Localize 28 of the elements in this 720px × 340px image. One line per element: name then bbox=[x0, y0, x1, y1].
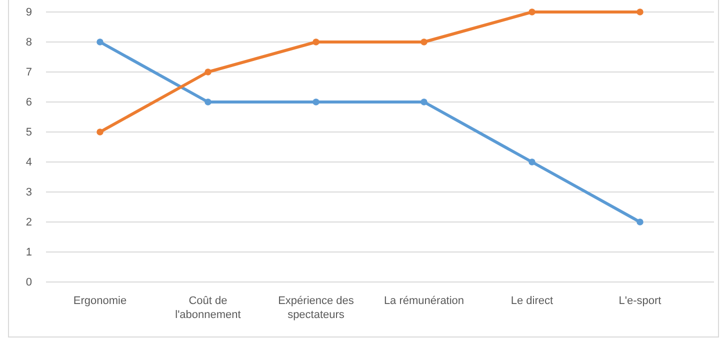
x-tick-label: Ergonomie bbox=[73, 295, 127, 307]
point bbox=[96, 128, 104, 136]
point bbox=[204, 98, 212, 106]
point bbox=[312, 38, 320, 46]
y-tick-label: 9 bbox=[26, 6, 32, 19]
point bbox=[528, 8, 536, 16]
y-tick-label: 2 bbox=[26, 216, 32, 229]
point bbox=[312, 98, 320, 106]
y-tick-label: 4 bbox=[26, 156, 32, 169]
y-tick-label: 0 bbox=[26, 276, 32, 289]
point bbox=[96, 38, 104, 46]
point bbox=[636, 218, 644, 226]
y-tick-label: 8 bbox=[26, 36, 32, 49]
x-tick-label: Coût de l'abonnement bbox=[175, 295, 241, 321]
y-tick-label: 6 bbox=[26, 96, 32, 109]
x-tick-label: L'e-sport bbox=[618, 295, 662, 307]
point bbox=[204, 68, 212, 76]
y-tick-label: 5 bbox=[26, 126, 32, 139]
point bbox=[528, 158, 536, 166]
y-tick-label: 3 bbox=[26, 186, 32, 199]
x-tick-label: La rémunération bbox=[384, 295, 464, 307]
y-tick-label: 7 bbox=[26, 66, 32, 79]
point bbox=[420, 38, 428, 46]
x-tick-label: Le direct bbox=[510, 295, 554, 307]
point bbox=[636, 8, 644, 16]
y-tick-label: 1 bbox=[26, 246, 32, 259]
x-tick-label: Expérience des spectateurs bbox=[278, 295, 354, 321]
point bbox=[420, 98, 428, 106]
